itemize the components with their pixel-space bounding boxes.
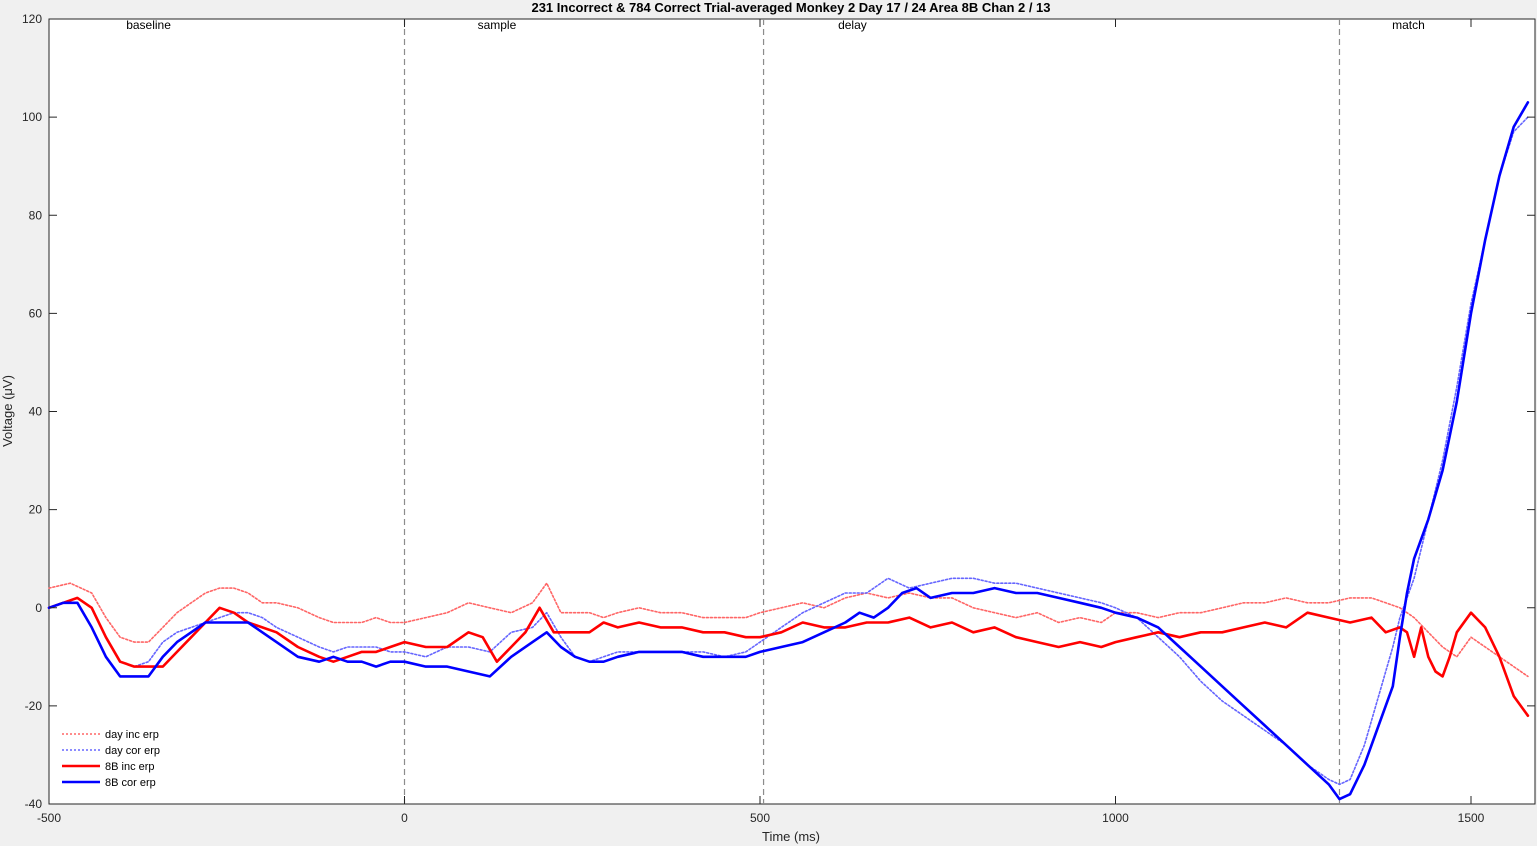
y-tick-label: 120: [22, 12, 42, 26]
epoch-label-delay: delay: [838, 18, 867, 32]
legend: day inc erp day cor erp 8B inc erp 8B cor e…: [62, 729, 160, 789]
y-tick-label: 80: [29, 208, 43, 222]
legend-label: 8B inc erp: [105, 761, 155, 773]
y-tick-label: 20: [29, 503, 43, 517]
epoch-label-baseline: baseline: [126, 18, 171, 32]
epoch-label-sample: sample: [478, 18, 517, 32]
y-tick-label: 40: [29, 405, 43, 419]
legend-label: day inc erp: [105, 729, 159, 741]
series-line-8B-inc-erp: [47, 596, 1530, 718]
x-tick-label: 500: [750, 811, 770, 825]
x-tick-label: 1500: [1458, 811, 1485, 825]
y-tick-label: -20: [25, 699, 43, 713]
y-tick-label: 100: [22, 110, 42, 124]
x-tick-label: 0: [401, 811, 408, 825]
y-tick-label: 0: [35, 601, 42, 615]
y-axis-label: Voltage (μV): [0, 375, 15, 447]
x-tick-label: -500: [37, 811, 61, 825]
series-line-8B-cor-erp: [47, 101, 1530, 801]
x-axis-label: Time (ms): [762, 829, 820, 844]
x-tick-label: 1000: [1102, 811, 1129, 825]
epoch-label-match: match: [1392, 18, 1425, 32]
y-tick-label: 60: [29, 306, 43, 320]
plot-area: [48, 18, 1536, 805]
legend-label: day cor erp: [105, 745, 160, 757]
y-tick-label: -40: [25, 797, 43, 811]
series-line-day-inc-erp: [48, 582, 1529, 678]
legend-label: 8B cor erp: [105, 777, 156, 789]
series-line-day-cor-erp: [48, 116, 1529, 786]
chart-title: 231 Incorrect & 784 Correct Trial-averag…: [531, 0, 1050, 15]
